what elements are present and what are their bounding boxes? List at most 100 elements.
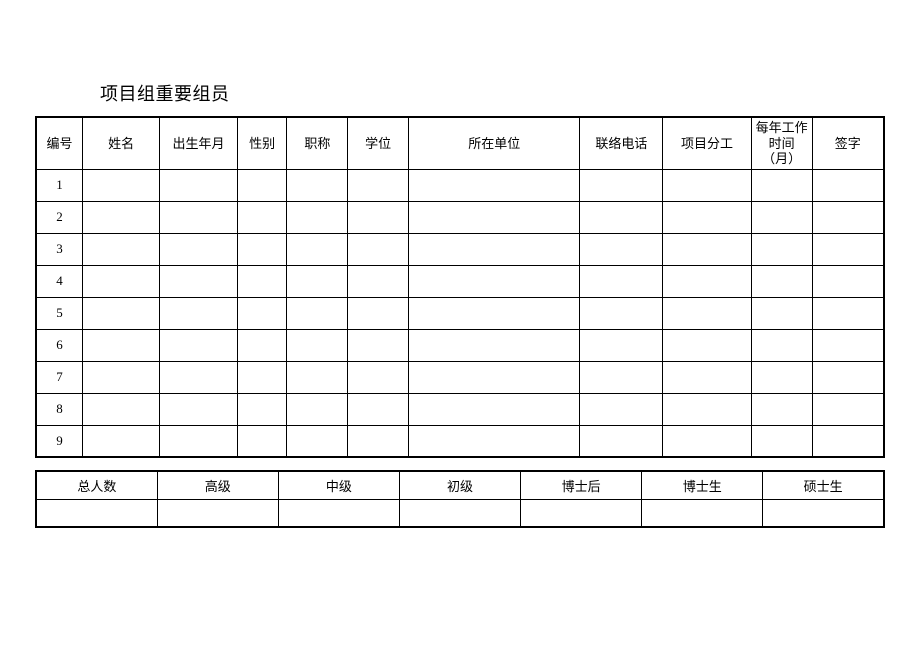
table-cell [409,425,580,457]
summary-table-header-cell: 中级 [278,471,399,499]
table-cell [82,201,159,233]
table-cell [409,169,580,201]
table-cell [160,361,237,393]
summary-table-header-cell: 初级 [399,471,520,499]
table-cell [751,297,812,329]
table-cell [348,265,409,297]
members-table-header-cell: 姓名 [82,117,159,169]
table-cell [348,297,409,329]
members-table-header-cell: 编号 [36,117,82,169]
table-cell [751,361,812,393]
summary-table-header-cell: 博士后 [521,471,642,499]
table-cell [287,361,348,393]
table-cell [237,201,287,233]
table-cell [287,425,348,457]
summary-table-header-cell: 硕士生 [763,471,884,499]
table-cell [812,233,884,265]
table-cell [348,361,409,393]
table-cell [160,329,237,361]
table-cell [409,297,580,329]
table-cell [237,265,287,297]
table-cell [580,393,663,425]
table-cell [237,393,287,425]
table-cell: 4 [36,265,82,297]
members-table-header-cell: 签字 [812,117,884,169]
table-cell [287,169,348,201]
table-cell [812,265,884,297]
table-cell [580,329,663,361]
table-cell [82,393,159,425]
table-cell [237,329,287,361]
members-table-header-cell: 项目分工 [663,117,751,169]
table-cell [663,329,751,361]
table-cell [812,361,884,393]
table-cell [521,499,642,527]
members-table-header-cell: 每年工作时间（月） [751,117,812,169]
table-cell [751,393,812,425]
members-table-header-cell: 职称 [287,117,348,169]
table-cell [160,297,237,329]
table-cell [663,297,751,329]
table-cell [348,201,409,233]
table-row: 8 [36,393,884,425]
table-cell [237,361,287,393]
table-cell [237,425,287,457]
table-cell [287,329,348,361]
summary-table-body [36,499,884,527]
table-row: 3 [36,233,884,265]
table-cell [751,201,812,233]
table-cell [663,393,751,425]
table-cell [82,233,159,265]
table-cell [642,499,763,527]
table-cell [812,201,884,233]
table-cell: 1 [36,169,82,201]
table-cell [160,265,237,297]
table-cell [812,169,884,201]
table-cell [812,393,884,425]
table-cell [663,169,751,201]
table-row: 5 [36,297,884,329]
table-cell [287,393,348,425]
members-table-header-row: 编号姓名出生年月性别职称学位所在单位联络电话项目分工每年工作时间（月）签字 [36,117,884,169]
table-cell: 3 [36,233,82,265]
table-cell [812,329,884,361]
table-cell [82,169,159,201]
table-cell: 6 [36,329,82,361]
table-cell [287,233,348,265]
table-cell [580,361,663,393]
table-cell: 9 [36,425,82,457]
table-cell [580,233,663,265]
table-cell [580,297,663,329]
table-cell [287,265,348,297]
table-cell [82,297,159,329]
table-row: 1 [36,169,884,201]
table-cell [82,361,159,393]
table-cell [663,233,751,265]
table-cell [409,265,580,297]
table-cell [348,169,409,201]
table-cell [580,169,663,201]
summary-table: 总人数高级中级初级博士后博士生硕士生 [35,470,885,528]
table-cell [763,499,884,527]
table-cell [348,329,409,361]
table-row: 9 [36,425,884,457]
table-cell [237,233,287,265]
table-cell [751,265,812,297]
table-cell [82,329,159,361]
table-cell [409,393,580,425]
table-row: 2 [36,201,884,233]
table-cell [751,329,812,361]
table-row: 4 [36,265,884,297]
table-cell [160,201,237,233]
members-table-body: 123456789 [36,169,884,457]
table-cell [409,361,580,393]
table-cell [348,425,409,457]
table-cell [663,361,751,393]
table-cell [287,297,348,329]
table-cell [82,265,159,297]
table-cell: 2 [36,201,82,233]
table-cell [409,201,580,233]
table-cell [157,499,278,527]
members-table-header-cell: 所在单位 [409,117,580,169]
table-cell [36,499,157,527]
